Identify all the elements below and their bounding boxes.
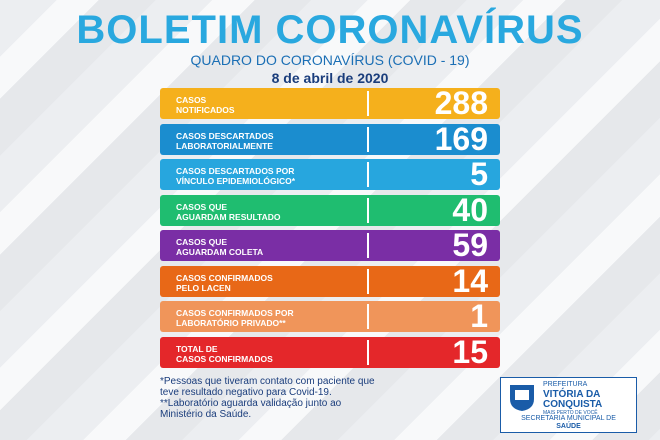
row-value: 1: [470, 298, 488, 334]
divider: [367, 197, 369, 223]
row: CASOS NOTIFICADOS 288: [160, 85, 500, 121]
row-value: 15: [452, 333, 488, 370]
note-line: teve resultado negativo para Covid-19.: [160, 387, 332, 398]
logo-name: CONQUISTA: [543, 399, 603, 410]
logo-name: VITÓRIA DA: [543, 389, 601, 400]
row-value: 288: [434, 85, 488, 121]
note-line: **Laboratório aguarda validação junto ao: [160, 398, 342, 409]
label-line: NOTIFICADOS: [176, 105, 235, 115]
subtitle: QUADRO DO CORONAVÍRUS (COVID - 19): [190, 52, 470, 68]
logo-dept: SAÚDE: [556, 423, 581, 430]
row-label: CASOS CONFIRMADOS PELO LACEN: [176, 273, 273, 293]
row: CASOS QUE AGUARDAM RESULTADO 40: [160, 191, 500, 228]
label-line: CASOS QUE: [176, 201, 228, 212]
row: CASOS DESCARTADOS LABORATORIALMENTE 169: [160, 120, 500, 157]
label-line: AGUARDAM RESULTADO: [176, 211, 281, 222]
row-label: CASOS DESCARTADOS LABORATORIALMENTE: [176, 131, 274, 151]
label-line: CASOS CONFIRMADOS POR: [176, 308, 294, 318]
divider: [367, 339, 369, 365]
row-label: CASOS QUE AGUARDAM RESULTADO: [176, 202, 281, 222]
note-line: *Pessoas que tiveram contato com pacient…: [160, 376, 375, 387]
note-line: Ministério da Saúde.: [160, 409, 252, 420]
row-value: 40: [452, 191, 488, 228]
label-line: PELO LACEN: [176, 282, 231, 293]
row-label: CASOS NOTIFICADOS: [176, 95, 235, 115]
row-value: 14: [452, 262, 488, 299]
logo-slogan: MAIS PERTO DE VOCÊ: [543, 410, 598, 416]
label-line: LABORATÓRIO PRIVADO**: [176, 318, 286, 328]
date: 8 de abril de 2020: [271, 70, 389, 86]
divider: [367, 268, 369, 294]
row-value: 169: [434, 120, 488, 157]
label-line: CASOS QUE: [176, 237, 228, 247]
divider: [367, 91, 369, 116]
title: BOLETIM CORONAVÍRUS: [76, 8, 584, 52]
logo-dept: SECRETARIA MUNICIPAL DE: [521, 415, 616, 422]
label-line: CASOS CONFIRMADOS: [176, 272, 273, 283]
row-label: CASOS DESCARTADOS POR VÍNCULO EPIDEMIOLÓG…: [176, 166, 295, 186]
divider: [367, 304, 369, 329]
row: TOTAL DE CASOS CONFIRMADOS 15: [160, 333, 500, 370]
label-line: CASOS DESCARTADOS: [176, 130, 274, 141]
label-line: AGUARDAM COLETA: [176, 247, 264, 257]
divider: [367, 233, 369, 258]
logo-emblem: [510, 385, 534, 411]
logo-top: PREFEITURA: [543, 381, 588, 388]
label-line: LABORATORIALMENTE: [176, 140, 273, 151]
label-line: VÍNCULO EPIDEMIOLÓGICO*: [176, 176, 296, 186]
row-label: TOTAL DE CASOS CONFIRMADOS: [176, 344, 273, 364]
divider: [367, 126, 369, 152]
label-line: TOTAL DE: [176, 343, 218, 354]
logo: PREFEITURA VITÓRIA DA CONQUISTA MAIS PER…: [500, 377, 637, 433]
label-line: CASOS: [176, 95, 207, 105]
row-label: CASOS CONFIRMADOS POR LABORATÓRIO PRIVADO…: [176, 308, 294, 328]
row-value: 5: [470, 156, 488, 192]
divider: [367, 162, 369, 187]
label-line: CASOS DESCARTADOS POR: [176, 166, 295, 176]
row: CASOS CONFIRMADOS PELO LACEN 14: [160, 262, 500, 299]
label-line: CASOS CONFIRMADOS: [176, 353, 273, 364]
notes: *Pessoas que tiveram contato com pacient…: [160, 376, 375, 420]
row: CASOS CONFIRMADOS POR LABORATÓRIO PRIVADO…: [160, 298, 500, 334]
row: CASOS QUE AGUARDAM COLETA 59: [160, 227, 500, 263]
row-value: 59: [452, 227, 488, 263]
row: CASOS DESCARTADOS POR VÍNCULO EPIDEMIOLÓG…: [160, 156, 500, 192]
row-label: CASOS QUE AGUARDAM COLETA: [176, 237, 263, 257]
